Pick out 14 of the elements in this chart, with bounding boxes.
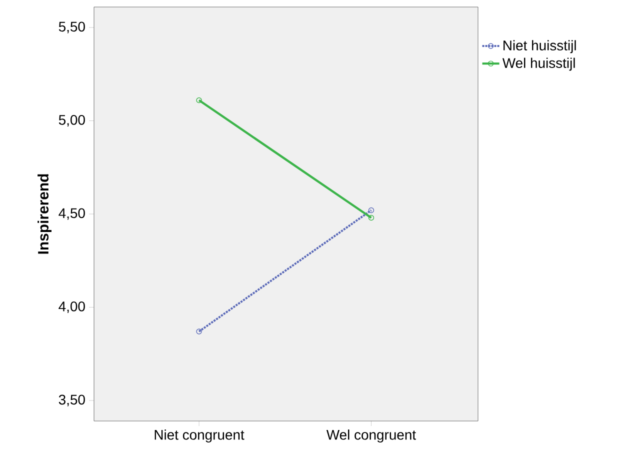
point <box>196 97 202 104</box>
x-tick-label: Niet congruent <box>154 430 244 443</box>
point <box>368 207 374 214</box>
legend-label: Wel huisstijl <box>502 58 575 71</box>
y-axis-title: Inspirerend <box>38 174 52 254</box>
y-tick-label: 5,50 <box>58 22 85 34</box>
legend-label: Niet huisstijl <box>504 40 576 54</box>
y-tick-label: 3,50 <box>58 394 85 406</box>
point <box>196 328 202 334</box>
point <box>368 214 374 221</box>
y-tick-label: 4,00 <box>58 301 85 313</box>
x-tick-label: Wel congruent <box>326 430 416 443</box>
y-tick-label: 5,00 <box>58 114 85 127</box>
y-tick-label: 4,50 <box>58 208 85 220</box>
